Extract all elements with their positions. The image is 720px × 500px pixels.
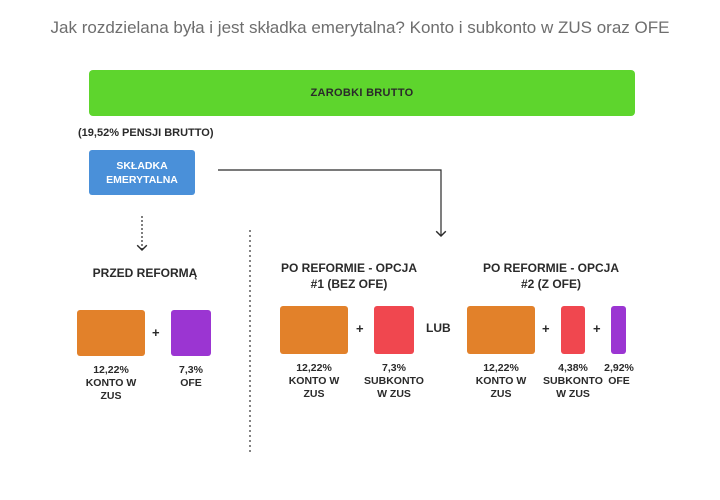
heading-after-option-1: PO REFORMIE - OPCJA #1 (BEZ OFE) — [280, 261, 417, 291]
box-konto-zus-option-1 — [280, 306, 348, 354]
plus-sign: + — [152, 325, 160, 340]
box-subkonto-zus-option-1 — [374, 306, 414, 354]
box-ofe-option-2 — [611, 306, 626, 354]
page-title: Jak rozdzielana była i jest składka emer… — [50, 18, 670, 37]
label-konto-zus-option-2: 12,22% KONTO W ZUS — [475, 362, 527, 400]
label-ofe-before: 7,3% OFE — [179, 364, 203, 389]
box-ofe-before — [171, 310, 211, 356]
heading-after-option-2: PO REFORMIE - OPCJA #2 (Z OFE) — [482, 261, 619, 291]
box-konto-zus-option-2 — [467, 306, 535, 354]
or-label: LUB — [426, 321, 451, 335]
plus-sign: + — [542, 321, 550, 336]
label-konto-zus-before: 12,22% KONTO W ZUS — [85, 364, 137, 402]
reform-arrow — [218, 169, 447, 238]
box-subkonto-zus-option-2 — [561, 306, 585, 354]
gross-earnings-label: ZAROBKI BRUTTO — [310, 87, 414, 99]
label-subkonto-zus-option-1: 7,3% SUBKONTO W ZUS — [364, 362, 424, 400]
contribution-label: SKŁADKA EMERYTALNA — [106, 159, 178, 186]
box-konto-zus-before — [77, 310, 145, 356]
label-ofe-option-2: 2,92% OFE — [604, 362, 634, 387]
label-konto-zus-option-1: 12,22% KONTO W ZUS — [288, 362, 340, 400]
heading-before: PRZED REFORMĄ — [92, 266, 198, 280]
label-subkonto-zus-option-2: 4,38% SUBKONTO W ZUS — [543, 362, 603, 400]
contribution-box: SKŁADKA EMERYTALNA — [89, 150, 195, 195]
gross-earnings-bar: ZAROBKI BRUTTO — [89, 70, 635, 116]
plus-sign: + — [356, 321, 364, 336]
percent-note: (19,52% PENSJI BRUTTO) — [78, 127, 214, 139]
plus-sign: + — [593, 321, 601, 336]
